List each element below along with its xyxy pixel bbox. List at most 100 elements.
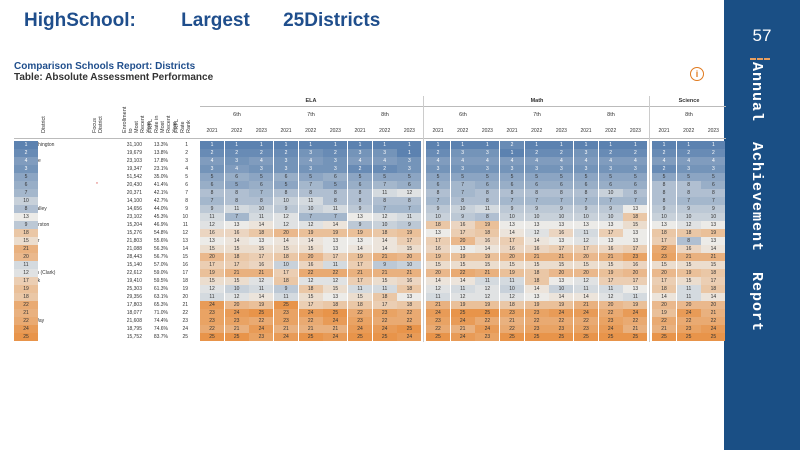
rank-cell: 13	[701, 237, 726, 245]
rank-cell: 24	[224, 309, 249, 317]
rank-cell: 3	[524, 165, 549, 173]
table-row: North Thurston15,20446.9%111213141212149…	[14, 221, 726, 229]
rank-cell: 17	[397, 237, 422, 245]
frpl-rate-value: 59.0%	[153, 270, 168, 276]
rank-cell: 3	[224, 157, 249, 165]
rank-cell: 3	[426, 165, 450, 173]
rank-cell: 15	[623, 221, 648, 229]
rank-cell: 16	[298, 261, 323, 269]
rank-cell: 11	[348, 285, 372, 293]
rank-cell: 23	[372, 309, 397, 317]
info-icon[interactable]: i	[690, 67, 704, 81]
rank-cell: 14	[524, 285, 549, 293]
rank-cell: 20	[450, 237, 475, 245]
rank-cell: 6	[348, 181, 372, 189]
page-title: HighSchool: Largest 25Districts	[24, 10, 380, 32]
rank-cell: 2	[274, 149, 298, 157]
rank-cell: 11	[274, 293, 298, 301]
focus-marker	[96, 325, 106, 333]
rank-cell: 14	[701, 245, 726, 253]
rank-cell: 12	[475, 293, 500, 301]
rank-cell: 9	[397, 221, 422, 229]
rank-cell: 9	[14, 221, 38, 229]
rank-cell: 2	[372, 165, 397, 173]
rank-cell: 21	[676, 253, 701, 261]
rank-cell: 17	[298, 301, 323, 309]
enrollment-value: 21,608	[126, 318, 142, 324]
rank-cell: 8	[676, 237, 701, 245]
rank-cell: 6	[224, 173, 249, 181]
rank-cell: 19	[475, 301, 500, 309]
rank-cell: 1	[348, 141, 372, 149]
rank-cell: 19	[200, 269, 224, 277]
rank-cell: 17	[200, 261, 224, 269]
frpl-rate-value: 63.1%	[153, 294, 168, 300]
rank-cell: 11	[475, 277, 500, 285]
rank-cell: 13	[450, 245, 475, 253]
frpl-rate-value: 23.1%	[153, 166, 168, 172]
rank-cell: 19	[475, 253, 500, 261]
rank-cell: 8	[652, 181, 676, 189]
rank-cell: 13	[598, 221, 623, 229]
rank-cell: 14	[323, 221, 348, 229]
rank-cell: 8	[574, 189, 598, 197]
rank-cell: 16	[598, 245, 623, 253]
rank-cell: 10	[701, 213, 726, 221]
rank-cell: 1	[323, 141, 348, 149]
rank-cell: 3	[200, 165, 224, 173]
rank-cell: 15	[426, 261, 450, 269]
rank-cell: 3	[450, 165, 475, 173]
rank-cell: 4	[224, 165, 249, 173]
rank-cell: 1	[224, 141, 249, 149]
rank-cell: 5	[249, 173, 274, 181]
sub-header-math-7th: 7th	[533, 112, 541, 118]
rank-cell: 22	[372, 317, 397, 325]
rank-cell: 3	[298, 149, 323, 157]
rank-cell: 18	[372, 229, 397, 237]
rank-cell: 12	[598, 293, 623, 301]
enrollment-value: 19,679	[126, 150, 142, 156]
rank-cell: 12	[298, 221, 323, 229]
rank-cell: 22	[14, 301, 38, 309]
rank-cell: 19	[298, 229, 323, 237]
rank-cell: 24	[676, 309, 701, 317]
rank-cell: 20	[676, 301, 701, 309]
rank-cell: 8	[475, 189, 500, 197]
table-row: Auburn17,80365.3%21242019251718181718211…	[14, 301, 726, 309]
frpl-rate-value: 56.7%	[153, 254, 168, 260]
table-row: Federal Way21,60874.4%232323222322242322…	[14, 317, 726, 325]
rank-cell: 20	[397, 253, 422, 261]
rank-cell: 25	[274, 301, 298, 309]
rank-cell: 10	[549, 213, 574, 221]
rank-cell: 8	[14, 205, 38, 213]
rank-cell: 5	[298, 173, 323, 181]
rank-cell: 8	[676, 189, 701, 197]
rank-cell: 17	[323, 253, 348, 261]
report-subtitle: Table: Absolute Assessment Performance	[14, 72, 214, 83]
rank-cell: 4	[450, 157, 475, 165]
rank-cell: 23	[475, 333, 500, 341]
rank-cell: 1	[676, 141, 701, 149]
frpl-rate-value: 42.7%	[153, 198, 168, 204]
rank-cell: 15	[475, 261, 500, 269]
rank-cell: 22	[348, 309, 372, 317]
rank-cell: 24	[298, 309, 323, 317]
frpl-rank-value: 5	[185, 174, 188, 180]
rank-cell: 5	[397, 173, 422, 181]
rank-cell: 18	[701, 269, 726, 277]
rank-cell: 8	[652, 189, 676, 197]
rank-cell: 11	[249, 285, 274, 293]
frpl-rank-value: 6	[185, 182, 188, 188]
focus-marker	[96, 205, 106, 213]
rank-cell: 1	[500, 149, 524, 157]
rank-cell: 22	[14, 317, 38, 325]
rank-cell: 4	[676, 157, 701, 165]
sub-header-math-6th: 6th	[459, 112, 467, 118]
rank-cell: 18	[652, 285, 676, 293]
rank-cell: 12	[274, 213, 298, 221]
rank-cell: 7	[450, 189, 475, 197]
frpl-rate-value: 61.3%	[153, 286, 168, 292]
rank-cell: 19	[14, 285, 38, 293]
rank-cell: 11	[500, 277, 524, 285]
rank-cell: 24	[348, 325, 372, 333]
